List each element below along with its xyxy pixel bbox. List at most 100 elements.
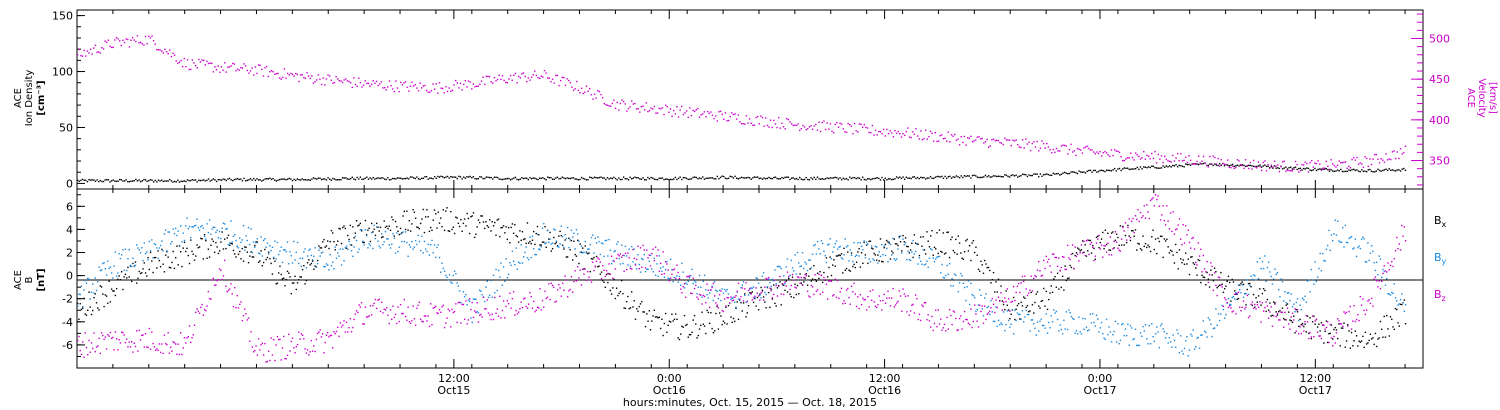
- field-point-y: [95, 289, 98, 292]
- velocity-point: [598, 90, 601, 93]
- field-point-y: [427, 243, 429, 246]
- field-point-x: [1173, 262, 1176, 264]
- field-point-x: [1363, 346, 1365, 349]
- field-point-y: [353, 246, 355, 248]
- field-point-y: [156, 247, 158, 249]
- field-point-y: [168, 231, 171, 233]
- velocity-point: [760, 115, 762, 117]
- density-point: [146, 180, 148, 182]
- field-point-y: [1007, 319, 1010, 322]
- density-point: [1249, 164, 1252, 167]
- field-point-z: [1350, 328, 1353, 330]
- field-point-y: [176, 234, 178, 237]
- field-point-y: [276, 241, 279, 244]
- velocity-point: [1246, 164, 1248, 167]
- density-point: [564, 177, 567, 180]
- field-point-y: [185, 225, 187, 227]
- field-point-y: [994, 320, 996, 323]
- field-point-z: [289, 350, 291, 352]
- field-point-y: [543, 223, 545, 225]
- field-point-x: [168, 266, 171, 269]
- field-point-x: [1234, 290, 1236, 292]
- velocity-point: [1189, 159, 1192, 162]
- field-point-z: [190, 341, 192, 344]
- velocity-point: [928, 135, 930, 138]
- field-point-y: [796, 251, 799, 254]
- field-point-z: [599, 261, 602, 263]
- field-point-y: [418, 240, 421, 243]
- field-point-z: [564, 275, 566, 277]
- velocity-point: [330, 79, 332, 81]
- field-point-z: [171, 350, 173, 352]
- field-point-x: [226, 237, 228, 239]
- velocity-point: [1109, 155, 1111, 158]
- velocity-point: [81, 55, 84, 57]
- field-point-x: [88, 291, 90, 293]
- field-point-x: [839, 254, 841, 257]
- field-point-z: [215, 284, 217, 286]
- field-point-y: [367, 247, 369, 249]
- velocity-point: [427, 91, 429, 93]
- field-point-z: [659, 262, 662, 264]
- field-point-x: [922, 236, 924, 238]
- velocity-point: [433, 88, 436, 90]
- field-point-x: [192, 253, 194, 255]
- field-point-y: [595, 242, 598, 244]
- density-point: [903, 178, 906, 181]
- density-point: [561, 176, 563, 178]
- velocity-point: [228, 66, 231, 68]
- field-point-z: [1125, 239, 1128, 241]
- velocity-point: [643, 109, 646, 111]
- field-point-x: [344, 227, 346, 230]
- field-point-z: [416, 307, 418, 310]
- velocity-point: [1357, 163, 1360, 165]
- field-point-z: [602, 265, 604, 267]
- field-point-z: [556, 289, 559, 291]
- field-point-x: [701, 311, 703, 313]
- field-point-x: [1226, 280, 1228, 282]
- field-point-x: [1056, 272, 1059, 275]
- field-point-x: [200, 237, 202, 240]
- density-point: [703, 178, 706, 180]
- field-point-y: [1122, 323, 1124, 325]
- field-point-z: [742, 300, 745, 302]
- field-point-z: [134, 345, 137, 348]
- field-point-z: [475, 311, 477, 314]
- field-point-y: [881, 243, 883, 246]
- density-point: [1207, 164, 1210, 167]
- velocity-point: [850, 125, 853, 127]
- field-point-z: [855, 305, 858, 308]
- velocity-point: [327, 74, 329, 76]
- field-point-y: [1394, 297, 1397, 299]
- density-point: [1105, 169, 1108, 171]
- field-tick-label: -4: [62, 316, 73, 329]
- density-point: [437, 175, 439, 178]
- density-point: [548, 176, 551, 179]
- field-point-y: [146, 251, 148, 253]
- density-point: [1154, 166, 1156, 169]
- density-point: [1038, 175, 1040, 178]
- density-point: [1136, 166, 1138, 169]
- velocity-point: [558, 84, 560, 87]
- velocity-point: [631, 100, 633, 102]
- field-tick-label: 4: [66, 223, 73, 236]
- velocity-point: [356, 85, 358, 88]
- field-point-z: [242, 314, 245, 317]
- field-point-z: [1205, 271, 1207, 273]
- density-point: [351, 176, 353, 179]
- velocity-point: [674, 113, 677, 115]
- field-point-x: [1066, 277, 1069, 280]
- field-point-z: [1044, 267, 1046, 270]
- field-point-x: [260, 250, 262, 252]
- field-point-z: [401, 312, 403, 315]
- field-point-z: [804, 273, 806, 276]
- field-point-z: [666, 263, 668, 265]
- field-point-y: [456, 282, 458, 284]
- field-point-y: [1237, 284, 1240, 286]
- field-point-z: [1103, 245, 1105, 247]
- field-point-z: [176, 353, 178, 355]
- field-point-x: [1367, 342, 1369, 344]
- velocity-point: [1311, 160, 1313, 162]
- density-point: [97, 180, 100, 183]
- field-point-x: [1022, 296, 1025, 298]
